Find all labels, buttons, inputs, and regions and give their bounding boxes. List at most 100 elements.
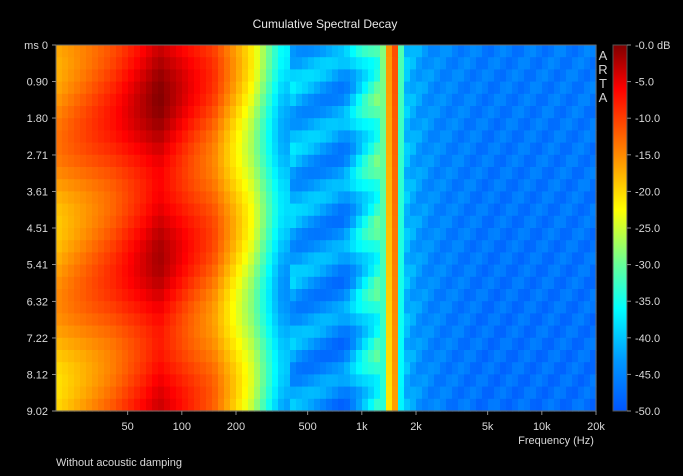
heatmap-cell: [260, 215, 267, 229]
heatmap-cell: [338, 69, 345, 83]
heatmap-cell: [224, 215, 231, 229]
heatmap-cell: [116, 118, 123, 131]
heatmap-cell: [386, 350, 393, 363]
heatmap-cell: [284, 374, 291, 388]
heatmap-cell: [410, 215, 417, 229]
heatmap-cell: [74, 313, 81, 327]
heatmap-cell: [536, 276, 543, 290]
heatmap-cell: [410, 240, 417, 253]
heatmap-cell: [230, 252, 237, 266]
heatmap-cell: [422, 106, 429, 119]
heatmap-cell: [512, 374, 519, 388]
heatmap-cell: [254, 81, 261, 95]
heatmap-cell: [464, 276, 471, 290]
heatmap-cell: [488, 276, 495, 290]
heatmap-cell: [278, 142, 285, 156]
heatmap-cell: [404, 203, 411, 217]
colorbar-tick-label: -35.0: [635, 296, 660, 308]
heatmap-cell: [326, 301, 333, 314]
heatmap-cell: [194, 57, 201, 70]
heatmap-cell: [512, 350, 519, 363]
heatmap-cell: [308, 325, 315, 339]
heatmap-cell: [302, 142, 309, 156]
heatmap-cell: [560, 179, 567, 192]
heatmap-cell: [278, 69, 285, 83]
heatmap-cell: [536, 252, 543, 266]
heatmap-cell: [218, 106, 225, 119]
heatmap-cell: [338, 179, 345, 192]
heatmap-cell: [206, 398, 213, 412]
heatmap-cell: [488, 289, 495, 302]
heatmap-cell: [530, 337, 537, 351]
heatmap-cell: [560, 374, 567, 388]
heatmap-cell: [554, 154, 561, 168]
heatmap-cell: [122, 398, 129, 412]
heatmap-cell: [440, 130, 447, 144]
heatmap-cell: [128, 191, 135, 205]
heatmap-cell: [116, 264, 123, 278]
heatmap-cell: [344, 191, 351, 205]
heatmap-cell: [548, 337, 555, 351]
heatmap-cell: [314, 179, 321, 192]
heatmap-cell: [422, 215, 429, 229]
heatmap-cell: [236, 228, 243, 241]
heatmap-cell: [566, 203, 573, 217]
heatmap-cell: [350, 289, 357, 302]
heatmap-cell: [488, 93, 495, 107]
heatmap-cell: [428, 313, 435, 327]
heatmap-cell: [98, 142, 105, 156]
heatmap-cell: [116, 191, 123, 205]
heatmap-cell: [386, 276, 393, 290]
heatmap-cell: [446, 81, 453, 95]
heatmap-cell: [488, 130, 495, 144]
heatmap-cell: [248, 154, 255, 168]
heatmap-cell: [128, 179, 135, 192]
heatmap-cell: [488, 118, 495, 131]
heatmap-cell: [494, 69, 501, 83]
heatmap-cell: [422, 325, 429, 339]
heatmap-cell: [476, 362, 483, 375]
heatmap-cell: [86, 325, 93, 339]
heatmap-cell: [134, 313, 141, 327]
heatmap-cell: [548, 276, 555, 290]
heatmap-cell: [56, 264, 63, 278]
heatmap-cell: [386, 264, 393, 278]
heatmap-cell: [104, 240, 111, 253]
heatmap-cell: [110, 289, 117, 302]
heatmap-cell: [164, 252, 171, 266]
heatmap-cell: [86, 228, 93, 241]
heatmap-cell: [386, 215, 393, 229]
heatmap-cell: [464, 374, 471, 388]
heatmap-cell: [110, 106, 117, 119]
heatmap-cell: [560, 118, 567, 131]
heatmap-cell: [506, 45, 513, 58]
heatmap-cell: [284, 69, 291, 83]
heatmap-cell: [374, 325, 381, 339]
heatmap-cell: [62, 118, 69, 131]
heatmap-cell: [482, 57, 489, 70]
heatmap-cell: [302, 386, 309, 400]
heatmap-cell: [434, 337, 441, 351]
heatmap-cell: [518, 301, 525, 314]
heatmap-cell: [140, 398, 147, 412]
heatmap-cell: [236, 350, 243, 363]
heatmap-cell: [188, 142, 195, 156]
heatmap-cell: [104, 362, 111, 375]
heatmap-cell: [590, 215, 597, 229]
heatmap-cell: [398, 179, 405, 192]
heatmap-cell: [584, 130, 591, 144]
heatmap-cell: [272, 386, 279, 400]
heatmap-cell: [362, 179, 369, 192]
heatmap-cell: [572, 154, 579, 168]
heatmap-cell: [266, 289, 273, 302]
heatmap-cell: [86, 362, 93, 375]
heatmap-cell: [260, 179, 267, 192]
heatmap-cell: [116, 240, 123, 253]
heatmap-cell: [122, 362, 129, 375]
heatmap-cell: [158, 142, 165, 156]
heatmap-cell: [410, 130, 417, 144]
heatmap-cell: [338, 191, 345, 205]
heatmap-cell: [368, 57, 375, 70]
heatmap-cell: [266, 276, 273, 290]
heatmap-cell: [518, 154, 525, 168]
